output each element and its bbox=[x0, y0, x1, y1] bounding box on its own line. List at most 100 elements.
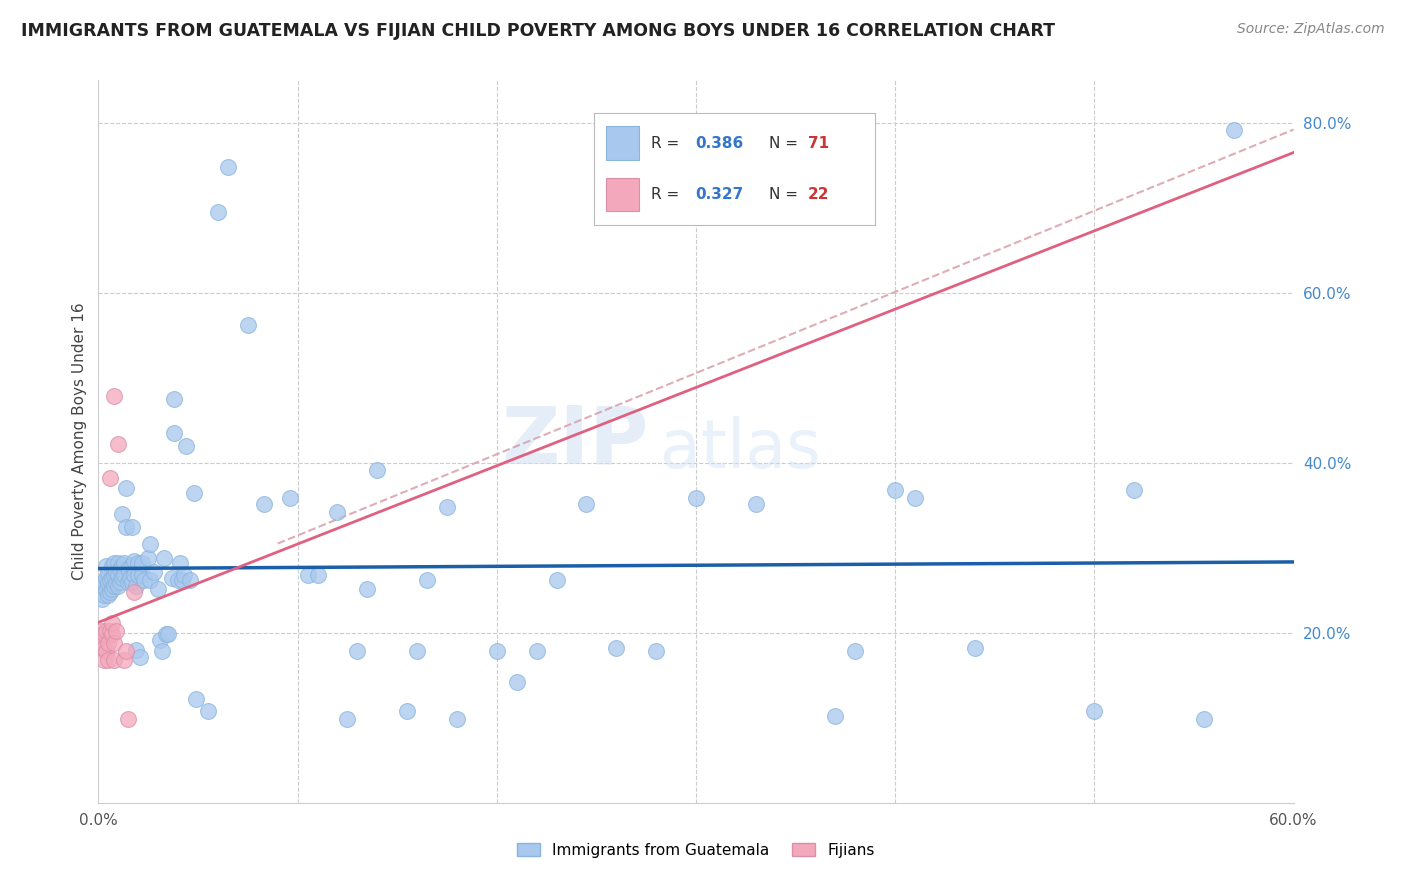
Point bbox=[396, 704, 419, 718]
Point bbox=[107, 568, 129, 582]
Point bbox=[179, 573, 201, 587]
Point bbox=[107, 556, 129, 570]
Point bbox=[111, 507, 134, 521]
Point bbox=[97, 576, 120, 591]
Point bbox=[117, 574, 139, 589]
Point bbox=[98, 624, 122, 639]
Point bbox=[346, 644, 368, 658]
Point bbox=[120, 570, 142, 584]
Point bbox=[207, 205, 229, 219]
Point bbox=[139, 573, 162, 587]
Point bbox=[184, 692, 207, 706]
Point bbox=[105, 565, 128, 579]
Point bbox=[605, 641, 627, 656]
Point bbox=[110, 574, 132, 589]
Point bbox=[97, 636, 120, 650]
Point bbox=[160, 570, 183, 584]
Point bbox=[127, 568, 149, 582]
Point bbox=[105, 576, 128, 591]
Point bbox=[1083, 704, 1105, 718]
Point bbox=[575, 497, 598, 511]
Point bbox=[139, 536, 162, 550]
Point bbox=[436, 500, 458, 514]
Point bbox=[103, 636, 125, 650]
Point bbox=[1223, 122, 1246, 136]
Text: IMMIGRANTS FROM GUATEMALA VS FIJIAN CHILD POVERTY AMONG BOYS UNDER 16 CORRELATIO: IMMIGRANTS FROM GUATEMALA VS FIJIAN CHIL… bbox=[21, 22, 1054, 40]
Point bbox=[125, 579, 148, 593]
Text: atlas: atlas bbox=[661, 416, 821, 482]
Point bbox=[127, 556, 149, 570]
Point bbox=[103, 389, 125, 403]
Point bbox=[91, 591, 114, 606]
Point bbox=[366, 462, 388, 476]
Point bbox=[103, 579, 125, 593]
Point bbox=[131, 556, 153, 570]
Point bbox=[93, 588, 115, 602]
Point bbox=[125, 642, 148, 657]
Point bbox=[416, 573, 439, 587]
Point bbox=[101, 615, 124, 630]
Point bbox=[173, 568, 195, 582]
Point bbox=[115, 519, 138, 533]
Point bbox=[963, 641, 986, 656]
Point bbox=[97, 588, 120, 602]
Point bbox=[1123, 483, 1146, 497]
Point bbox=[153, 551, 176, 566]
Point bbox=[129, 649, 152, 664]
Point bbox=[163, 392, 186, 406]
Point bbox=[157, 627, 180, 641]
Point bbox=[98, 573, 122, 587]
Point bbox=[121, 519, 143, 533]
Legend: Immigrants from Guatemala, Fijians: Immigrants from Guatemala, Fijians bbox=[510, 837, 882, 863]
Point bbox=[112, 556, 135, 570]
Point bbox=[107, 437, 129, 451]
Point bbox=[103, 653, 125, 667]
Point bbox=[121, 558, 143, 572]
Point bbox=[526, 644, 548, 658]
Point bbox=[745, 497, 768, 511]
Point bbox=[93, 653, 115, 667]
Point bbox=[197, 704, 219, 718]
Point bbox=[163, 425, 186, 440]
Point bbox=[115, 481, 138, 495]
Text: Source: ZipAtlas.com: Source: ZipAtlas.com bbox=[1237, 22, 1385, 37]
Point bbox=[546, 573, 568, 587]
Point bbox=[103, 556, 125, 570]
Point bbox=[278, 491, 301, 506]
Point bbox=[844, 644, 866, 658]
Point bbox=[824, 709, 846, 723]
Point bbox=[101, 582, 124, 596]
Point bbox=[96, 624, 118, 639]
Point bbox=[98, 585, 122, 599]
Point bbox=[93, 627, 115, 641]
Point bbox=[183, 485, 205, 500]
Point bbox=[101, 570, 124, 584]
Point bbox=[307, 568, 329, 582]
Point bbox=[91, 636, 114, 650]
Point bbox=[904, 491, 927, 506]
Point bbox=[236, 318, 259, 332]
Point bbox=[98, 471, 122, 485]
Y-axis label: Child Poverty Among Boys Under 16: Child Poverty Among Boys Under 16 bbox=[72, 302, 87, 581]
Point bbox=[884, 483, 907, 497]
Point bbox=[326, 505, 349, 519]
Point bbox=[121, 574, 143, 589]
Point bbox=[96, 570, 118, 584]
Point bbox=[685, 491, 707, 506]
Point bbox=[1192, 713, 1215, 727]
Point bbox=[506, 675, 529, 690]
Point bbox=[96, 644, 118, 658]
Point bbox=[105, 624, 128, 639]
Point bbox=[107, 579, 129, 593]
Point bbox=[356, 582, 378, 596]
Point bbox=[136, 551, 159, 566]
Point bbox=[111, 558, 134, 572]
Point bbox=[112, 653, 135, 667]
Point bbox=[172, 573, 194, 587]
Point bbox=[167, 573, 190, 587]
Point bbox=[253, 497, 276, 511]
Point bbox=[645, 644, 668, 658]
Point bbox=[103, 568, 125, 582]
Point bbox=[174, 439, 197, 453]
Point bbox=[96, 583, 118, 598]
